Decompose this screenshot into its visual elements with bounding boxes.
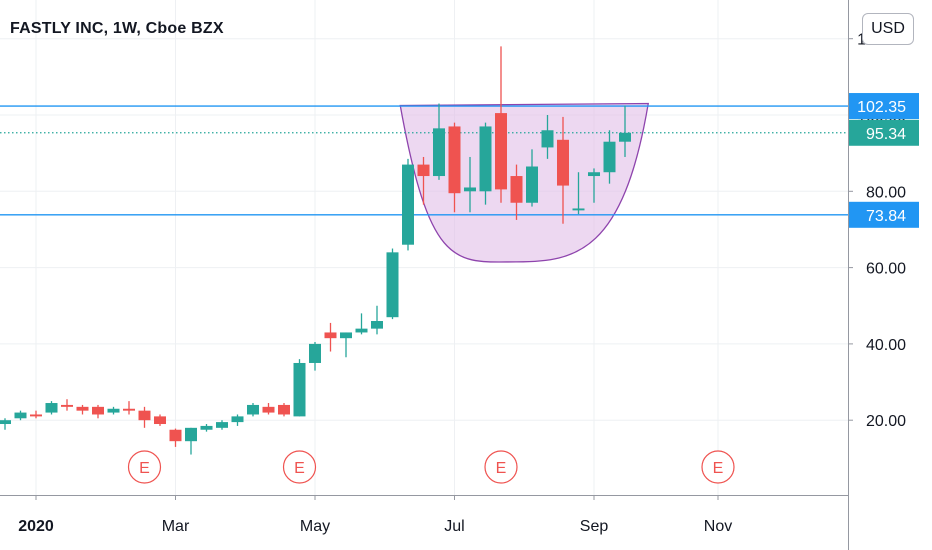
candle-body bbox=[495, 113, 507, 190]
y-tick-label: 80.00 bbox=[866, 184, 906, 201]
level-price-label: 73.84 bbox=[866, 208, 906, 225]
y-tick-label: 40.00 bbox=[866, 337, 906, 354]
axes-layer: 20.0040.0060.0080.00100.00120.002020MarM… bbox=[0, 0, 906, 550]
candle-body bbox=[30, 414, 42, 417]
currency-button[interactable]: USD bbox=[862, 13, 914, 45]
earnings-marker-label: E bbox=[294, 460, 305, 477]
grid-lines bbox=[0, 0, 848, 495]
cup-pattern-shape bbox=[399, 102, 650, 263]
candle-body bbox=[510, 176, 523, 203]
x-tick-label: 2020 bbox=[18, 518, 54, 535]
y-tick-label: 60.00 bbox=[866, 261, 906, 278]
price-labels: 102.35 73.84 95.34 bbox=[849, 93, 919, 228]
candle-body bbox=[154, 416, 166, 425]
earnings-marker-label: E bbox=[139, 460, 150, 477]
x-tick-label: Nov bbox=[704, 518, 732, 535]
candle-body bbox=[603, 141, 616, 173]
candle-body bbox=[169, 429, 182, 442]
level-lines bbox=[0, 105, 848, 216]
candle-body bbox=[448, 126, 461, 194]
x-tick-label: Jul bbox=[444, 518, 464, 535]
chart-title: FASTLY INC, 1W, Cboe BZX bbox=[10, 20, 224, 37]
candle-body bbox=[76, 406, 89, 411]
earnings-marker-circle bbox=[701, 450, 735, 484]
cup-pattern-layer bbox=[399, 102, 650, 263]
candle-body bbox=[278, 404, 290, 415]
candle-body bbox=[61, 404, 73, 407]
candle-body bbox=[402, 164, 414, 245]
candle-body bbox=[200, 425, 213, 430]
candle-body bbox=[619, 132, 631, 142]
x-tick-label: Sep bbox=[580, 518, 609, 535]
candle-body bbox=[45, 403, 58, 413]
candle-body bbox=[92, 406, 104, 415]
y-tick-label: 20.00 bbox=[866, 413, 906, 430]
candle-body bbox=[247, 404, 259, 415]
candle-body bbox=[433, 128, 445, 177]
candle-body bbox=[309, 343, 321, 363]
candle-body bbox=[417, 164, 430, 177]
last-price-label-bg bbox=[849, 119, 919, 146]
candle-body bbox=[0, 420, 11, 425]
candle-body bbox=[216, 422, 228, 428]
candle-body bbox=[340, 332, 352, 339]
candle-body bbox=[526, 166, 538, 203]
last-price-label: 95.34 bbox=[866, 126, 906, 143]
earnings-marker-circle bbox=[127, 450, 162, 484]
candle-body bbox=[386, 252, 399, 318]
level-price-label: 102.35 bbox=[857, 99, 906, 116]
candle-body bbox=[185, 427, 197, 442]
earnings-marker-circle bbox=[484, 450, 518, 484]
candles-layer bbox=[0, 46, 631, 455]
candle-body bbox=[138, 410, 151, 421]
candle-body bbox=[123, 408, 135, 411]
candle-body bbox=[588, 172, 600, 177]
earnings-marker-circle bbox=[282, 450, 317, 484]
candle-body bbox=[293, 362, 306, 417]
x-tick-label: May bbox=[300, 518, 330, 535]
candle-body bbox=[107, 408, 120, 413]
candle-body bbox=[262, 406, 275, 413]
candle-body bbox=[479, 126, 492, 192]
candle-body bbox=[231, 416, 244, 423]
candle-body bbox=[464, 187, 476, 192]
candle-body bbox=[541, 130, 554, 148]
candle-body bbox=[557, 139, 569, 186]
earnings-marker-label: E bbox=[713, 460, 724, 477]
candle-body bbox=[324, 332, 337, 339]
level-price-label-bg bbox=[849, 93, 919, 120]
earnings-marker-label: E bbox=[496, 460, 507, 477]
candle-body bbox=[14, 412, 27, 419]
candle-body bbox=[355, 328, 368, 333]
level-price-label-bg bbox=[849, 201, 919, 228]
candle-body bbox=[572, 208, 585, 211]
x-tick-label: Mar bbox=[162, 518, 190, 535]
candle-body bbox=[371, 321, 383, 329]
